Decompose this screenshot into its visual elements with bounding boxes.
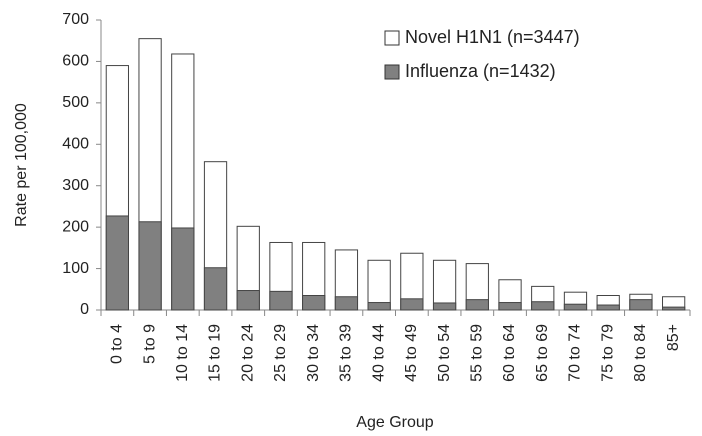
x-tick-label: 25 to 29 — [272, 324, 289, 382]
bar — [563, 303, 588, 311]
x-tick-label: 55 to 59 — [469, 324, 486, 382]
x-tick-label: 60 to 64 — [501, 324, 518, 382]
legend-swatch — [384, 64, 400, 80]
bar — [171, 227, 195, 311]
x-tick-label: 70 to 74 — [567, 324, 584, 382]
x-tick-label: 40 to 44 — [370, 324, 387, 382]
x-tick-label: 45 to 49 — [403, 324, 420, 382]
bar — [236, 290, 260, 311]
bar — [367, 302, 391, 311]
bar — [400, 298, 424, 311]
bar — [498, 302, 522, 311]
x-axis-title: Age Group — [356, 414, 433, 431]
y-tick-label: 200 — [62, 218, 89, 235]
y-tick-label: 0 — [80, 301, 89, 318]
y-axis-title: Rate per 100,000 — [13, 103, 30, 227]
x-tick-label: 80 to 84 — [632, 324, 649, 382]
x-tick-label: 50 to 54 — [436, 324, 453, 382]
x-tick-label: 5 to 9 — [141, 324, 158, 364]
bar — [662, 306, 686, 311]
x-tick-label: 65 to 69 — [534, 324, 551, 382]
bar — [138, 221, 162, 311]
bar — [302, 295, 326, 311]
x-tick-label: 15 to 19 — [207, 324, 224, 382]
x-tick-label: 20 to 24 — [239, 324, 256, 382]
y-tick-label: 500 — [62, 94, 89, 111]
bar — [596, 304, 620, 311]
bar — [203, 267, 228, 311]
x-tick-label: 10 to 14 — [174, 324, 191, 382]
y-tick-label: 100 — [62, 260, 89, 277]
legend-label: Influenza (n=1432) — [405, 61, 556, 81]
legend-label: Novel H1N1 (n=3447) — [405, 27, 580, 47]
x-tick-label: 75 to 79 — [599, 324, 616, 382]
x-tick-label: 0 to 4 — [109, 324, 126, 364]
x-tick-label: 35 to 39 — [338, 324, 355, 382]
y-tick-label: 400 — [62, 136, 89, 153]
bar — [269, 290, 293, 311]
x-tick-label: 85+ — [665, 324, 682, 351]
bar — [629, 299, 653, 311]
bar — [531, 301, 555, 311]
x-tick-label: 30 to 34 — [305, 324, 322, 382]
bar — [465, 299, 489, 311]
bar — [432, 302, 457, 311]
bar — [334, 296, 359, 311]
legend-swatch — [384, 30, 400, 46]
y-tick-label: 600 — [62, 53, 89, 70]
y-tick-label: 300 — [62, 177, 89, 194]
y-tick-label: 700 — [62, 11, 89, 28]
bar — [105, 215, 129, 311]
